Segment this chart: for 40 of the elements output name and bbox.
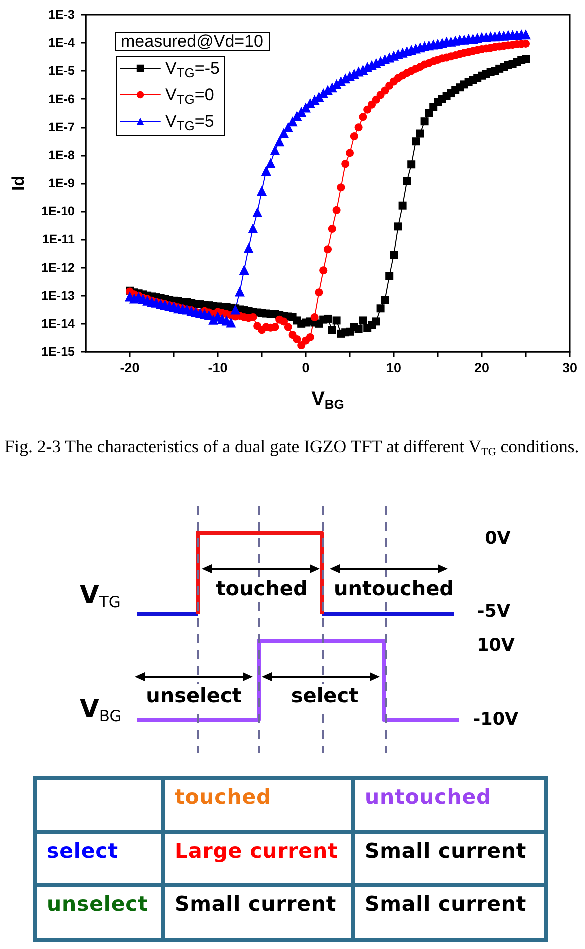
y-tick-label: 1E-11 xyxy=(42,232,76,247)
y-tick-label: 1E-10 xyxy=(42,204,76,219)
text: untouched xyxy=(332,576,456,600)
x-tick-label: 30 xyxy=(562,360,578,376)
y-tick-label: 1E-7 xyxy=(48,120,76,134)
y-axis-title: Id xyxy=(9,176,28,192)
y-tick-label: 1E-8 xyxy=(48,148,76,162)
x-tick-label: 20 xyxy=(474,360,490,376)
x-tick-label: -20 xyxy=(120,360,140,376)
x-tick-label: 0 xyxy=(302,360,310,376)
x-tick-label: -10 xyxy=(208,360,228,376)
y-tick-label: 1E-12 xyxy=(42,260,76,275)
text: untouched xyxy=(365,785,492,809)
y-tick-label: 1E-4 xyxy=(48,36,76,50)
y-tick-label: 1E-15 xyxy=(42,345,76,359)
text: Large current xyxy=(175,839,338,863)
legend-title: measured@Vd=10 xyxy=(121,32,264,51)
text: touched xyxy=(175,785,272,809)
text: 10V xyxy=(477,636,515,656)
text: -5V xyxy=(478,602,510,622)
text: select xyxy=(47,839,118,863)
text: unselect xyxy=(47,892,148,916)
text: Small current xyxy=(175,892,337,916)
text: Small current xyxy=(365,839,527,863)
caption: Fig. 2-3 The characteristics of a dual gate IGZO TFT at different V$_{TG}$ conditions. xyxy=(4,436,580,458)
text: V$_{TG}$ xyxy=(80,580,121,612)
text: unselect xyxy=(144,684,244,708)
text: touched xyxy=(214,576,310,600)
text: 0V xyxy=(485,528,511,550)
y-tick-label: 1E-13 xyxy=(42,288,76,303)
y-tick-label: 1E-6 xyxy=(48,92,76,106)
x-tick-label: 10 xyxy=(386,360,402,376)
text: V$_{BG}$ xyxy=(80,694,122,726)
y-tick-label: 1E-5 xyxy=(48,64,76,78)
text: Small current xyxy=(365,892,527,916)
text: select xyxy=(289,684,361,708)
y-tick-label: 1E-14 xyxy=(42,316,76,331)
text: -10V xyxy=(473,710,519,730)
y-tick-label: 1E-9 xyxy=(48,176,76,190)
y-tick-label: 1E-3 xyxy=(48,8,76,22)
